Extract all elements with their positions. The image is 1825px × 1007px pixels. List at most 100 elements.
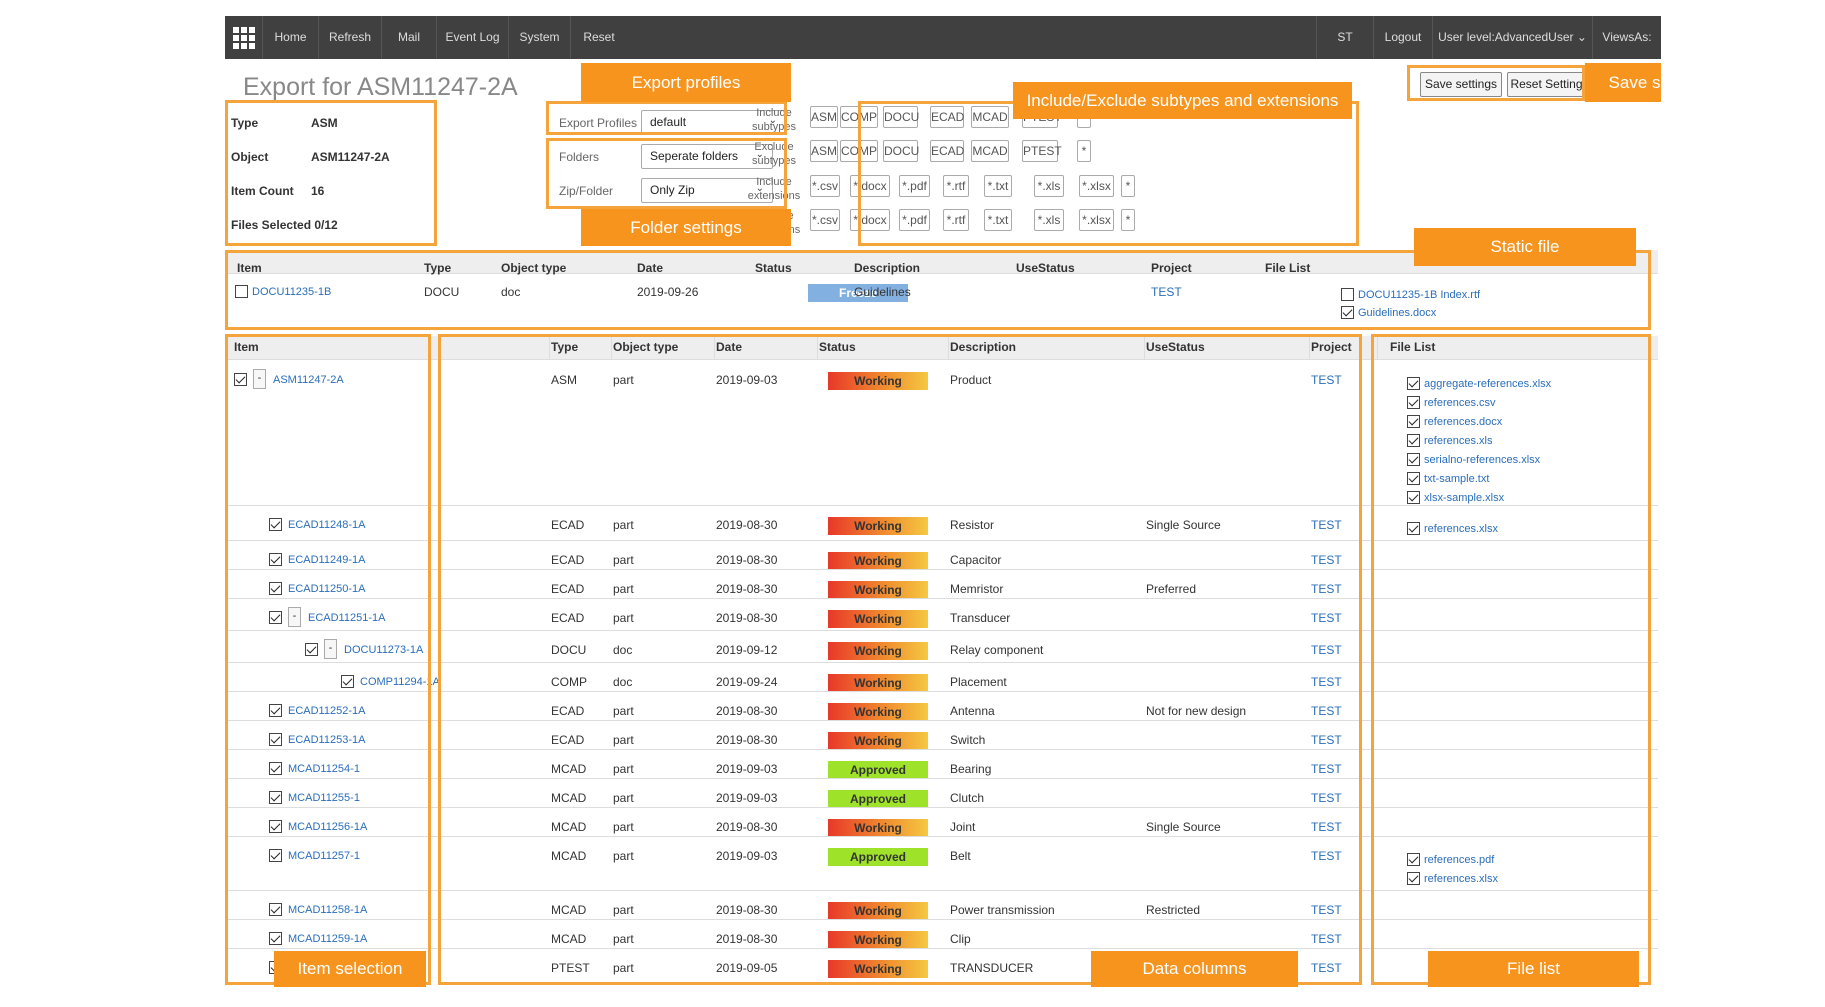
nav-reset[interactable]: Reset (583, 30, 615, 44)
project-link[interactable]: TEST (1311, 791, 1342, 805)
file-link[interactable]: references.xlsx (1424, 873, 1498, 885)
include-subtype-tag[interactable]: MCAD (971, 106, 1009, 128)
project-link[interactable]: TEST (1311, 961, 1342, 975)
item-link[interactable]: ECAD11251-1A (308, 612, 386, 624)
project-link[interactable]: TEST (1311, 704, 1342, 718)
exclude-ext-tag[interactable]: *.xlsx (1079, 209, 1114, 231)
exclude-ext-tag[interactable]: *.xls (1034, 209, 1064, 231)
item-checkbox[interactable] (269, 820, 282, 833)
item-checkbox[interactable] (269, 733, 282, 746)
exclude-ext-tag[interactable]: *.rtf (943, 209, 969, 231)
item-link[interactable]: ECAD11249-1A (288, 554, 366, 566)
include-ext-tag[interactable]: * (1121, 175, 1135, 197)
project-link[interactable]: TEST (1311, 733, 1342, 747)
file-checkbox[interactable] (1407, 491, 1420, 504)
include-ext-tag[interactable]: *.pdf (899, 175, 930, 197)
item-checkbox[interactable] (341, 675, 354, 688)
nav-system[interactable]: System (509, 16, 571, 59)
exclude-ext-tag[interactable]: *.csv (810, 209, 840, 231)
include-subtype-tag[interactable]: ASM (810, 106, 838, 128)
project-link[interactable]: TEST (1311, 518, 1342, 532)
item-link[interactable]: ECAD11250-1A (288, 583, 366, 595)
file-checkbox[interactable] (1407, 434, 1420, 447)
item-checkbox[interactable] (269, 762, 282, 775)
file-checkbox[interactable] (1407, 872, 1420, 885)
static-file-checkbox[interactable] (1341, 306, 1354, 319)
static-item-checkbox[interactable] (235, 285, 248, 298)
exclude-subtype-tag[interactable]: MCAD (971, 140, 1009, 162)
project-link[interactable]: TEST (1311, 849, 1342, 863)
item-link[interactable]: MCAD11257-1 (288, 850, 360, 862)
project-link[interactable]: TEST (1311, 373, 1342, 387)
exclude-subtype-tag[interactable]: ASM (810, 140, 838, 162)
item-link[interactable]: MCAD11256-1A (288, 821, 368, 833)
item-link[interactable]: MCAD11255-1 (288, 792, 360, 804)
app-grid-icon[interactable] (225, 16, 263, 59)
logout-link[interactable]: Logout (1374, 16, 1433, 59)
include-ext-tag[interactable]: *.txt (984, 175, 1012, 197)
project-link[interactable]: TEST (1311, 820, 1342, 834)
exclude-subtype-tag[interactable]: PTEST (1022, 140, 1062, 162)
static-file-link[interactable]: DOCU11235-1B Index.rtf (1358, 289, 1481, 301)
static-item-link[interactable]: DOCU11235-1B (252, 286, 332, 298)
item-link[interactable]: MCAD11258-1A (288, 904, 368, 916)
include-ext-tag[interactable]: *.rtf (943, 175, 969, 197)
file-checkbox[interactable] (1407, 453, 1420, 466)
item-checkbox[interactable] (269, 611, 282, 624)
item-link[interactable]: DOCU11273-1A (344, 644, 424, 656)
nav-mail[interactable]: Mail (382, 16, 437, 59)
zip-folder-select[interactable]: Only Zip ⌄ (641, 178, 773, 203)
nav-refresh[interactable]: Refresh (319, 16, 382, 59)
include-ext-tag[interactable]: *.xls (1034, 175, 1064, 197)
project-link[interactable]: TEST (1311, 611, 1342, 625)
item-link[interactable]: ASM11247-2A (273, 374, 344, 386)
project-link[interactable]: TEST (1311, 932, 1342, 946)
exclude-subtype-tag[interactable]: ECAD (930, 140, 964, 162)
file-checkbox[interactable] (1407, 396, 1420, 409)
file-checkbox[interactable] (1407, 415, 1420, 428)
item-link[interactable]: ECAD11253-1A (288, 734, 366, 746)
file-checkbox[interactable] (1407, 522, 1420, 535)
file-link[interactable]: aggregate-references.xlsx (1424, 378, 1552, 390)
file-link[interactable]: references.xlsx (1424, 523, 1498, 535)
project-link[interactable]: TEST (1311, 643, 1342, 657)
nav-home[interactable]: Home (263, 16, 319, 59)
collapse-toggle[interactable]: - (288, 607, 301, 627)
file-link[interactable]: references.csv (1424, 397, 1496, 409)
item-link[interactable]: MCAD11259-1A (288, 933, 368, 945)
include-subtype-tag[interactable]: ECAD (930, 106, 964, 128)
file-link[interactable]: txt-sample.txt (1424, 473, 1490, 485)
reset-settings-button[interactable]: Reset Settings (1507, 72, 1592, 97)
export-profiles-select[interactable]: default ⌄ (641, 110, 786, 135)
project-link[interactable]: TEST (1311, 762, 1342, 776)
static-project-link[interactable]: TEST (1151, 285, 1182, 299)
item-link[interactable]: COMP11294-1A (360, 676, 440, 688)
exclude-subtype-tag[interactable]: * (1077, 140, 1091, 162)
include-ext-tag[interactable]: *.csv (810, 175, 840, 197)
file-link[interactable]: serialno-references.xlsx (1424, 454, 1541, 466)
exclude-ext-tag[interactable]: * (1121, 209, 1135, 231)
item-checkbox[interactable] (269, 704, 282, 717)
static-file-checkbox[interactable] (1341, 288, 1354, 301)
collapse-toggle[interactable]: - (324, 639, 337, 659)
user-initials[interactable]: ST (1316, 16, 1374, 59)
item-checkbox[interactable] (305, 643, 318, 656)
item-link[interactable]: MCAD11254-1 (288, 763, 360, 775)
nav-event-log[interactable]: Event Log (437, 16, 509, 59)
file-link[interactable]: references.xls (1424, 435, 1493, 447)
item-checkbox[interactable] (234, 373, 247, 386)
item-checkbox[interactable] (269, 553, 282, 566)
project-link[interactable]: TEST (1311, 675, 1342, 689)
item-checkbox[interactable] (269, 518, 282, 531)
user-level-dropdown[interactable]: User level:AdvancedUser ⌄ (1433, 16, 1593, 59)
item-link[interactable]: ECAD11252-1A (288, 705, 366, 717)
project-link[interactable]: TEST (1311, 553, 1342, 567)
item-checkbox[interactable] (269, 791, 282, 804)
include-ext-tag[interactable]: *.xlsx (1079, 175, 1114, 197)
include-subtype-tag[interactable]: DOCU (883, 106, 919, 128)
static-file-link[interactable]: Guidelines.docx (1358, 307, 1437, 319)
item-checkbox[interactable] (269, 903, 282, 916)
item-checkbox[interactable] (269, 582, 282, 595)
file-checkbox[interactable] (1407, 853, 1420, 866)
item-checkbox[interactable] (269, 932, 282, 945)
